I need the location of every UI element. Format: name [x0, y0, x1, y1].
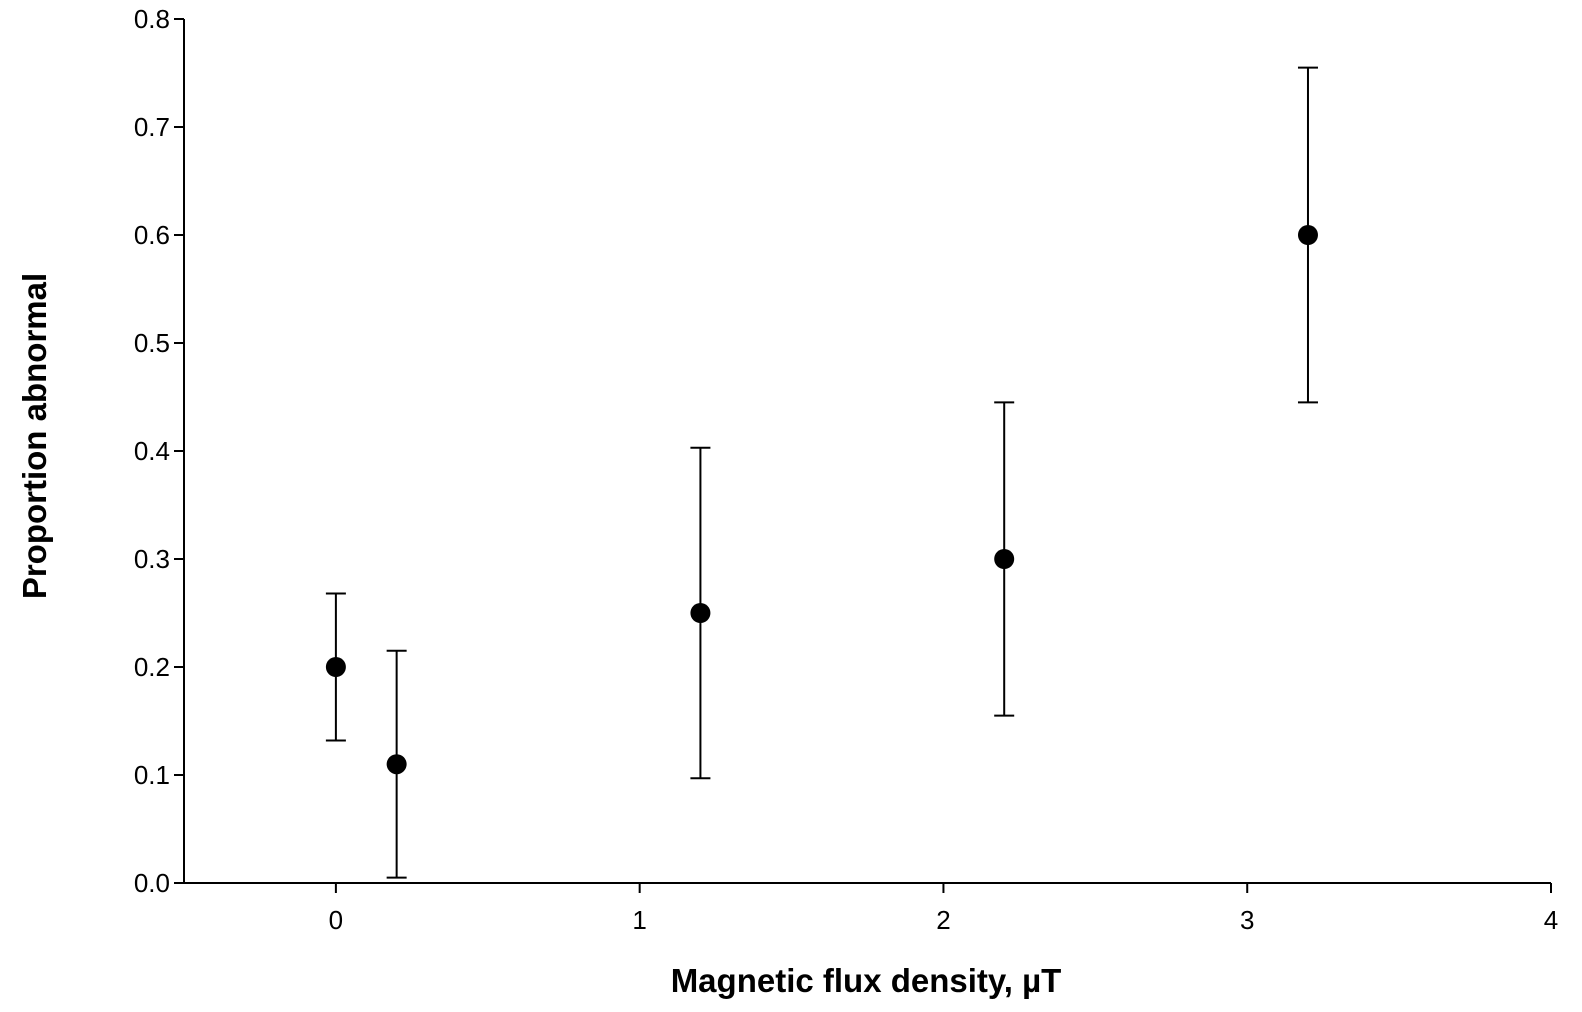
- y-tick-label: 0.6: [134, 220, 170, 250]
- data-points: [325, 225, 1318, 775]
- data-point: [325, 657, 346, 677]
- x-axis: 0 1 2 3 4: [184, 882, 1558, 935]
- y-tick-label: 0.4: [134, 436, 170, 466]
- data-point: [994, 549, 1015, 569]
- y-axis-title: Proportion abnormal: [16, 273, 53, 599]
- data-point: [386, 754, 407, 775]
- y-tick-label: 0.7: [134, 112, 170, 142]
- y-tick-label: 0.5: [134, 328, 170, 358]
- y-tick-label: 0.3: [134, 544, 170, 574]
- error-bars: [325, 66, 1318, 879]
- data-point: [690, 603, 711, 623]
- y-axis: 0.0 0.1 0.2 0.3 0.4 0.5 0.6 0.7 0.8: [134, 4, 185, 898]
- y-tick-label: 0.1: [134, 760, 170, 790]
- y-tick-label: 0.2: [134, 652, 170, 682]
- y-tick-label: 0.8: [134, 4, 170, 34]
- data-point: [1297, 225, 1318, 245]
- x-tick-label: 1: [632, 905, 646, 935]
- x-tick-label: 3: [1240, 905, 1254, 935]
- x-axis-title: Magnetic flux density, µT: [671, 962, 1062, 999]
- x-tick-label: 2: [936, 905, 950, 935]
- x-tick-label: 4: [1544, 905, 1558, 935]
- y-tick-label: 0.0: [134, 868, 170, 898]
- x-tick-label: 0: [329, 905, 343, 935]
